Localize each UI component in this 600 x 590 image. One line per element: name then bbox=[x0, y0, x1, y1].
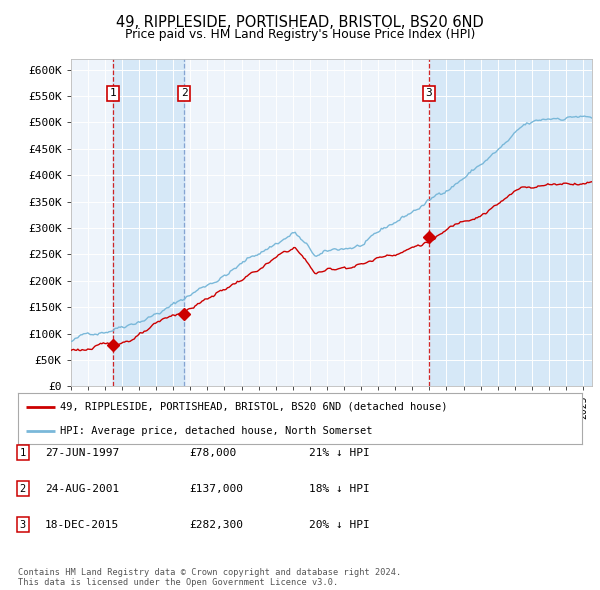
Bar bbox=[113, 59, 184, 386]
Text: 27-JUN-1997: 27-JUN-1997 bbox=[45, 448, 119, 457]
Bar bbox=[113, 59, 184, 386]
Text: £137,000: £137,000 bbox=[189, 484, 243, 493]
Text: 2: 2 bbox=[20, 484, 26, 493]
Text: 1: 1 bbox=[20, 448, 26, 457]
Text: 3: 3 bbox=[425, 88, 432, 99]
Text: 18-DEC-2015: 18-DEC-2015 bbox=[45, 520, 119, 529]
Text: 49, RIPPLESIDE, PORTISHEAD, BRISTOL, BS20 6ND: 49, RIPPLESIDE, PORTISHEAD, BRISTOL, BS2… bbox=[116, 15, 484, 30]
Text: 20% ↓ HPI: 20% ↓ HPI bbox=[309, 520, 370, 529]
Text: 49, RIPPLESIDE, PORTISHEAD, BRISTOL, BS20 6ND (detached house): 49, RIPPLESIDE, PORTISHEAD, BRISTOL, BS2… bbox=[60, 402, 448, 412]
Text: 18% ↓ HPI: 18% ↓ HPI bbox=[309, 484, 370, 493]
Text: Contains HM Land Registry data © Crown copyright and database right 2024.
This d: Contains HM Land Registry data © Crown c… bbox=[18, 568, 401, 587]
Text: HPI: Average price, detached house, North Somerset: HPI: Average price, detached house, Nort… bbox=[60, 426, 373, 436]
Text: Price paid vs. HM Land Registry's House Price Index (HPI): Price paid vs. HM Land Registry's House … bbox=[125, 28, 475, 41]
Text: 3: 3 bbox=[20, 520, 26, 529]
Text: 21% ↓ HPI: 21% ↓ HPI bbox=[309, 448, 370, 457]
Text: £78,000: £78,000 bbox=[189, 448, 236, 457]
Text: 1: 1 bbox=[110, 88, 116, 99]
Text: 24-AUG-2001: 24-AUG-2001 bbox=[45, 484, 119, 493]
Text: £282,300: £282,300 bbox=[189, 520, 243, 529]
Text: 2: 2 bbox=[181, 88, 188, 99]
Bar bbox=[429, 59, 592, 386]
Bar bbox=[429, 59, 592, 386]
